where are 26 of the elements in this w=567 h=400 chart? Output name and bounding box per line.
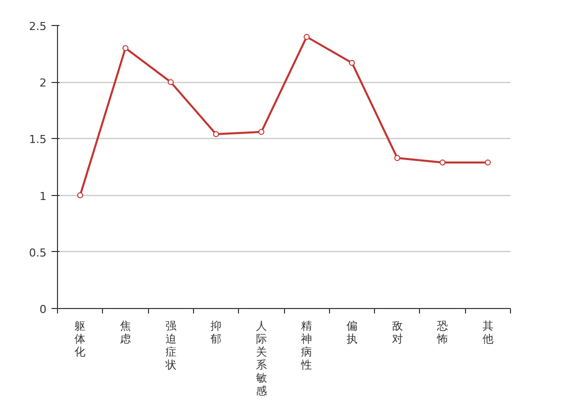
point — [348, 60, 355, 66]
x-tick-label: 恐怖 — [436, 320, 448, 346]
point — [484, 159, 491, 166]
x-tick-label: 偏执 — [346, 320, 358, 346]
point — [168, 79, 174, 86]
x-tick-label: 人际关系敏感 — [256, 320, 267, 398]
point — [213, 131, 220, 138]
point — [122, 45, 128, 52]
x-tick-label: 敌对 — [392, 320, 403, 346]
point — [77, 192, 84, 198]
y-tick-label: 0.5 — [29, 246, 47, 260]
point — [394, 154, 400, 161]
x-tick-label: 抑郁 — [210, 320, 222, 346]
y-tick-label: 1.5 — [29, 133, 47, 146]
point — [304, 34, 310, 40]
x-tick-label: 躯体化 — [74, 320, 86, 358]
x-tick-label: 焦虑 — [120, 320, 131, 346]
point — [258, 128, 264, 135]
y-tick-label: 1 — [40, 190, 46, 203]
y-tick-label: 2.5 — [29, 20, 47, 33]
x-tick-label: 强迫症状 — [164, 320, 176, 372]
x-tick-label: 精神病性 — [300, 320, 312, 372]
x-tick-label: 其他 — [482, 320, 494, 346]
y-tick-label: 2 — [40, 76, 46, 90]
y-tick-label: 0 — [40, 303, 46, 316]
point — [440, 159, 446, 166]
